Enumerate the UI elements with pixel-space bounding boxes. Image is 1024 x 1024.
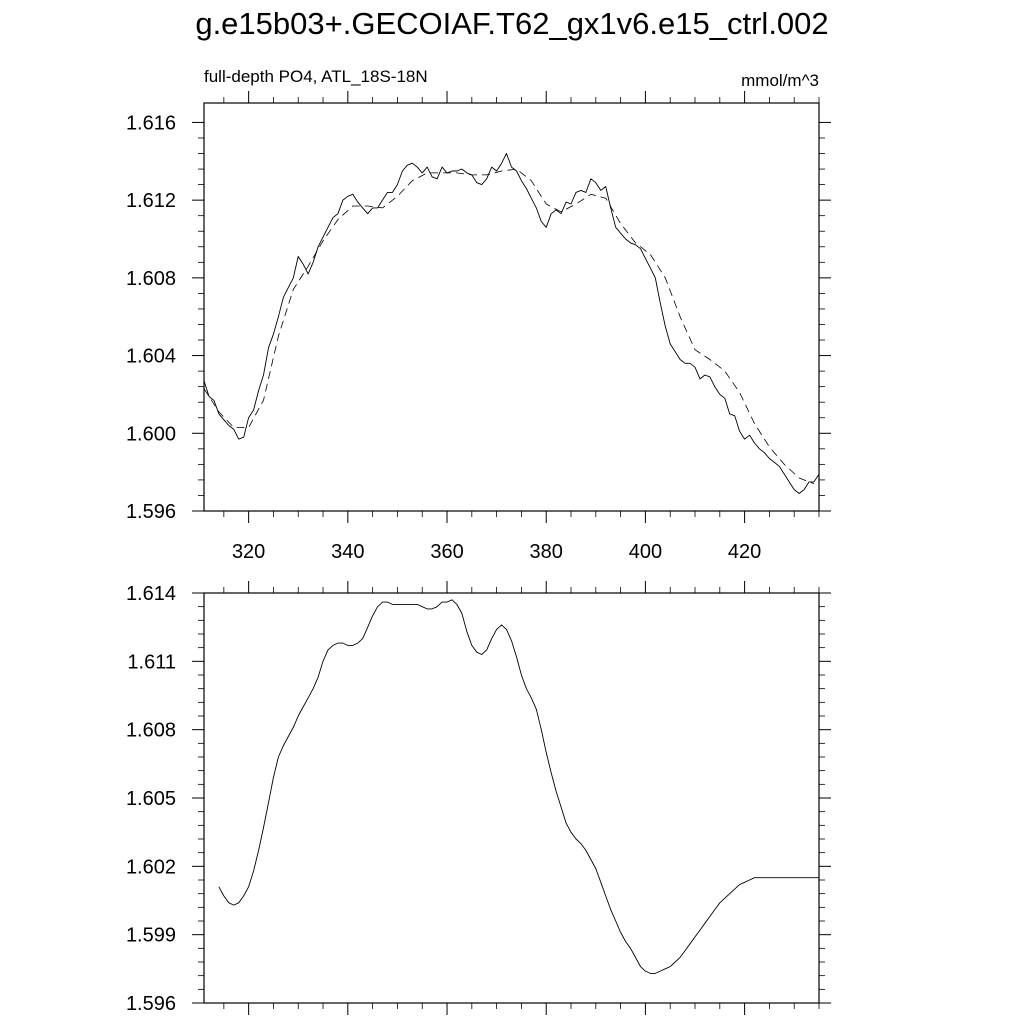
top-y-tick-label: 1.608 [126,268,176,290]
bottom-panel: 1.596 1.599 1.602 1.605 1.608 1.611 1.614 [126,581,831,1015]
top-x-tick-label: 320 [232,541,265,563]
top-subtitle-left: full-depth PO4, ATL_18S-18N [204,67,428,86]
bottom-y-tick-label: 1.611 [127,651,176,673]
top-x-tick-label: 380 [530,541,563,563]
bottom-y-tick-label: 1.614 [126,583,176,605]
top-x-tick-label: 360 [430,541,463,563]
top-y-tick-label: 1.600 [126,423,176,445]
chart-title: g.e15b03+.GECOIAF.T62_gx1v6.e15_ctrl.002 [195,6,829,41]
top-x-tick-label: 340 [331,541,364,563]
top-x-tick-label: 420 [728,541,761,563]
bottom-y-tick-label: 1.608 [126,720,176,742]
top-y-tick-label: 1.604 [126,346,176,368]
bottom-series-solid-line [218,599,819,974]
bottom-y-tick-label: 1.605 [126,788,176,810]
top-plot-frame [203,102,820,512]
top-panel: full-depth PO4, ATL_18S-18N mmol/m^3 320… [126,67,831,563]
top-x-tick-label: 400 [629,541,662,563]
bottom-plot-frame [203,592,820,1004]
top-subtitle-right: mmol/m^3 [741,71,819,90]
top-y-tick-label: 1.616 [126,112,176,134]
bottom-y-tick-label: 1.599 [126,925,176,947]
top-series-dashed-line [203,168,815,485]
top-y-tick-label: 1.596 [126,501,176,523]
bottom-y-tick-label: 1.602 [126,856,176,878]
top-y-tick-label: 1.612 [126,190,176,212]
top-series-solid-line [203,153,820,494]
bottom-y-tick-label: 1.596 [126,993,176,1015]
